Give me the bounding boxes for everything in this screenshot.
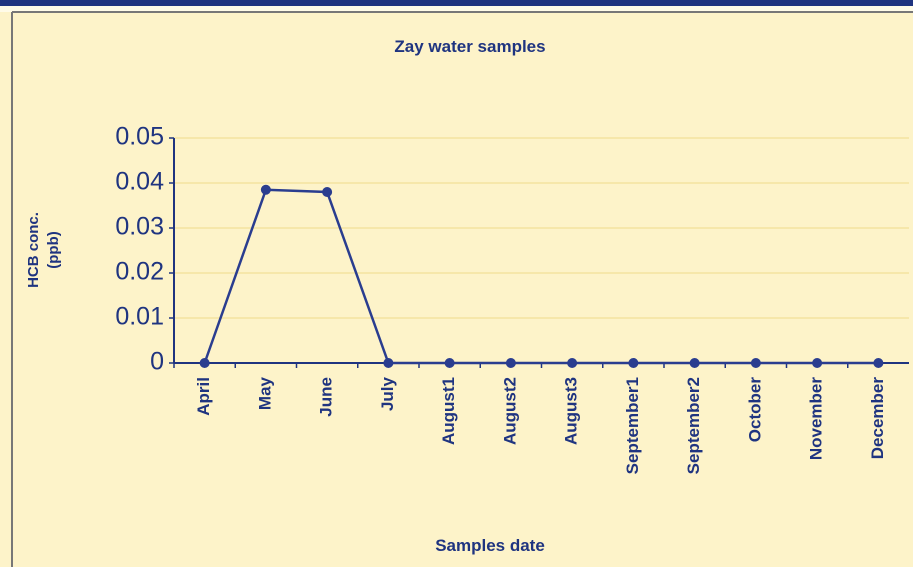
x-tick-label: September2 — [684, 377, 703, 474]
y-tick-label: 0.01 — [115, 303, 164, 331]
y-tick-label: 0.03 — [115, 213, 164, 241]
y-tick-label: 0.05 — [115, 123, 164, 151]
x-tick-label: November — [807, 377, 826, 461]
top-bar — [0, 0, 913, 6]
point — [383, 358, 394, 368]
x-axis-label: Samples date — [435, 536, 545, 555]
point — [260, 184, 271, 195]
x-tick-label: May — [255, 376, 274, 410]
y-axis-label: (ppb) — [45, 231, 62, 268]
point — [628, 358, 639, 368]
point — [567, 358, 578, 368]
y-tick-label: 0.02 — [115, 258, 164, 286]
line — [203, 188, 879, 365]
x-tick-label: August2 — [500, 377, 519, 445]
y-tick-label: 0.04 — [115, 168, 164, 196]
x-tick-label: December — [868, 377, 887, 460]
point — [505, 358, 516, 368]
chart-title: Zay water samples — [394, 37, 545, 56]
x-tick-label: April — [194, 377, 213, 416]
point — [812, 358, 823, 368]
point — [199, 358, 210, 368]
x-tick-label: July — [378, 376, 397, 411]
x-tick-label: October — [745, 377, 764, 443]
y-axis-label: HCB conc. — [25, 212, 42, 288]
point — [322, 187, 333, 197]
top-gap — [0, 6, 913, 12]
point — [873, 358, 884, 368]
point — [444, 358, 455, 368]
x-tick-label: August3 — [562, 377, 581, 445]
point — [750, 358, 761, 368]
x-tick-label: August1 — [439, 377, 458, 445]
x-tick-label: September1 — [623, 377, 642, 474]
y-tick-label: 0 — [150, 348, 164, 376]
x-tick-label: June — [317, 377, 336, 417]
point — [689, 358, 700, 368]
